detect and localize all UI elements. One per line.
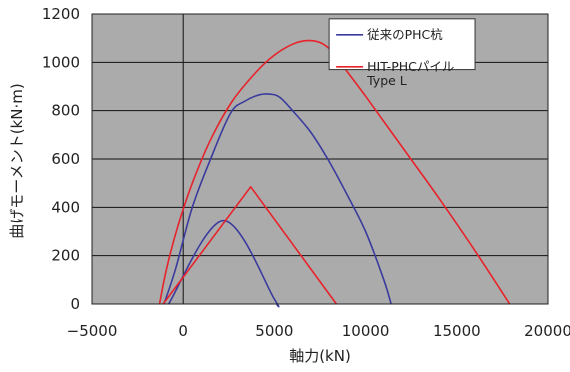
x-tick-label: 5000 <box>255 322 293 340</box>
y-tick-label: 0 <box>70 295 80 313</box>
series-line-conventional-2 <box>167 219 280 308</box>
legend-box <box>328 18 476 71</box>
x-tick-label: −5000 <box>67 322 118 340</box>
x-tick-label: 0 <box>178 322 188 340</box>
curves <box>158 39 511 308</box>
y-tick-labels: 0 200 400 600 800 1000 1200 <box>42 5 80 313</box>
legend-label-conventional: 従来のPHC杭 <box>367 27 443 42</box>
series-line-hit-1 <box>158 39 511 305</box>
x-tick-label: 20000 <box>524 322 570 340</box>
x-axis-title: 軸力(kN) <box>289 347 351 365</box>
legend-label-hit: HIT-PHCパイル <box>367 59 454 74</box>
y-tick-label: 1000 <box>42 53 80 71</box>
plot-frame <box>91 13 549 305</box>
series-line-hit-2 <box>162 186 338 305</box>
series-line-conventional-1 <box>163 93 392 305</box>
grid-lines <box>92 61 548 257</box>
y-tick-label: 200 <box>51 247 80 265</box>
x-tick-label: 10000 <box>342 322 390 340</box>
x-tick-labels: −5000 0 5000 10000 15000 20000 <box>67 322 570 340</box>
y-tick-label: 400 <box>51 198 80 216</box>
y-tick-label: 1200 <box>42 5 80 23</box>
y-tick-label: 600 <box>51 150 80 168</box>
y-tick-label: 800 <box>51 102 80 120</box>
legend-label-hit: Type L <box>366 73 407 88</box>
y-axis-title: 曲げモーメント(kN·m) <box>8 83 26 238</box>
x-tick-label: 15000 <box>433 322 481 340</box>
